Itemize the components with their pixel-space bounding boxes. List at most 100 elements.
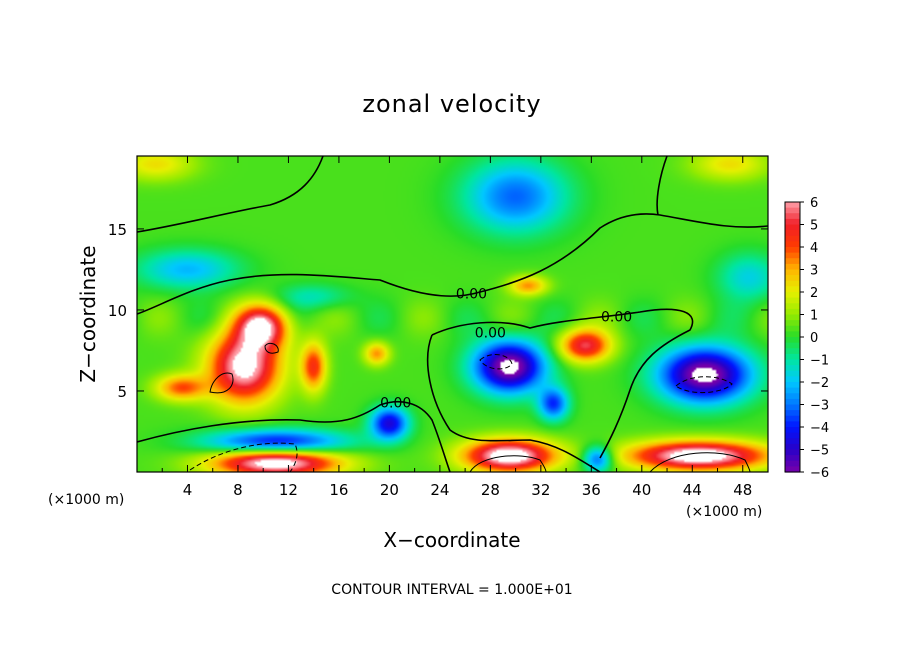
x-tick-label: 48 bbox=[733, 481, 752, 499]
colorbar: 6 5 4 3 2 1 0 −1 −2 −3 −4 −5 −6 bbox=[785, 196, 829, 481]
colorbar-band bbox=[785, 241, 800, 248]
colorbar-band bbox=[785, 432, 800, 439]
colorbar-frame bbox=[784, 201, 801, 473]
colorbar-band bbox=[785, 325, 800, 332]
colorbar-band bbox=[785, 382, 800, 389]
colorbar-band bbox=[785, 359, 800, 366]
x-tick-label: 40 bbox=[632, 481, 651, 499]
zero-contour-inner bbox=[426, 308, 694, 472]
x-tick-label: 44 bbox=[683, 481, 702, 499]
zero-contour-right-top bbox=[656, 156, 668, 216]
colorbar-tick-label: −3 bbox=[810, 399, 829, 414]
x-tick-label: 28 bbox=[481, 481, 500, 499]
colorbar-band bbox=[785, 202, 800, 209]
colorbar-band bbox=[785, 286, 800, 293]
colorbar-band bbox=[785, 466, 800, 473]
colorbar-band bbox=[785, 438, 800, 445]
colorbar-band bbox=[785, 342, 800, 349]
colorbar-band bbox=[785, 224, 800, 231]
colorbar-band bbox=[785, 207, 800, 214]
colorbar-band bbox=[785, 387, 800, 394]
colorbar-band bbox=[785, 370, 800, 377]
colorbar-tick-label: 4 bbox=[810, 241, 818, 256]
contour-labels: 0.00 0.00 0.00 0.00 bbox=[380, 287, 632, 412]
y-axis-label: Z−coordinate bbox=[76, 245, 100, 382]
zero-contour-upper bbox=[137, 156, 324, 233]
negative-contour-bottom-left bbox=[189, 442, 298, 472]
colorbar-band bbox=[785, 376, 800, 383]
colorbar-band bbox=[785, 235, 800, 242]
colorbar-band bbox=[785, 427, 800, 434]
plot-frame bbox=[136, 155, 769, 473]
colorbar-band bbox=[785, 314, 800, 321]
contour-label: 0.00 bbox=[475, 326, 506, 342]
colorbar-tick-label: 6 bbox=[810, 196, 818, 211]
heatmap-field: 0.00 0.00 0.00 0.00 bbox=[137, 156, 768, 472]
x-tick-label: 4 bbox=[183, 481, 193, 499]
contour-interval-note: CONTOUR INTERVAL = 1.000E+01 bbox=[331, 582, 572, 598]
colorbar-band bbox=[785, 252, 800, 259]
colorbar-band bbox=[785, 269, 800, 276]
colorbar-band bbox=[785, 218, 800, 226]
x-axis-label: X−coordinate bbox=[383, 528, 520, 552]
x-unit-label: (×1000 m) bbox=[686, 504, 762, 520]
colorbar-tick-label: 5 bbox=[810, 219, 818, 234]
colorbar-band bbox=[785, 415, 800, 422]
y-axis-ticks: 5 10 15 bbox=[108, 221, 768, 401]
chart-title: zonal velocity bbox=[362, 90, 541, 118]
colorbar-band bbox=[785, 460, 800, 467]
zero-contour-middle bbox=[137, 213, 768, 315]
y-tick-label: 10 bbox=[108, 302, 127, 320]
colorbar-band bbox=[785, 449, 800, 456]
colorbar-tick-label: −1 bbox=[810, 354, 829, 369]
colorbar-band bbox=[785, 247, 800, 254]
contour-label: 0.00 bbox=[456, 287, 487, 303]
colorbar-band bbox=[785, 348, 800, 355]
positive-contour-left bbox=[209, 342, 279, 394]
colorbar-band bbox=[785, 308, 800, 316]
negative-contour-right bbox=[675, 376, 733, 393]
colorbar-band bbox=[785, 365, 800, 372]
x-tick-label: 32 bbox=[531, 481, 550, 499]
z-unit-label: (×1000 m) bbox=[48, 492, 124, 508]
positive-contour-bottom bbox=[469, 452, 751, 472]
colorbar-tick-label: −6 bbox=[810, 466, 829, 481]
colorbar-tick-label: 2 bbox=[810, 286, 818, 301]
colorbar-band bbox=[785, 353, 800, 361]
colorbar-band bbox=[785, 230, 800, 237]
colorbar-band bbox=[785, 331, 800, 338]
colorbar-band bbox=[785, 320, 800, 327]
colorbar-band bbox=[785, 303, 800, 310]
colorbar-tick-label: −5 bbox=[810, 444, 829, 459]
colorbar-band bbox=[785, 421, 800, 428]
colorbar-band bbox=[785, 297, 800, 304]
negative-contour-center bbox=[479, 353, 513, 370]
x-tick-label: 12 bbox=[279, 481, 298, 499]
colorbar-band bbox=[785, 455, 800, 462]
colorbar-band bbox=[785, 393, 800, 400]
x-tick-label: 20 bbox=[380, 481, 399, 499]
contour-label: 0.00 bbox=[380, 395, 411, 411]
x-tick-label: 24 bbox=[430, 481, 449, 499]
colorbar-band bbox=[785, 337, 800, 344]
colorbar-band bbox=[785, 258, 800, 265]
colorbar-band bbox=[785, 280, 800, 287]
colorbar-band bbox=[785, 404, 800, 411]
y-tick-label: 15 bbox=[108, 221, 127, 239]
colorbar-band bbox=[785, 398, 800, 406]
heatmap-image bbox=[137, 156, 768, 472]
colorbar-tick-label: 1 bbox=[810, 309, 818, 324]
zero-contour-lower bbox=[137, 401, 451, 472]
x-tick-label: 36 bbox=[582, 481, 601, 499]
colorbar-tick-label: 0 bbox=[810, 331, 818, 346]
x-tick-label: 16 bbox=[329, 481, 348, 499]
colorbar-band bbox=[785, 213, 800, 220]
colorbar-band bbox=[785, 263, 800, 271]
colorbar-tick-label: −4 bbox=[810, 421, 829, 436]
colorbar-band bbox=[785, 292, 800, 299]
x-tick-label: 8 bbox=[233, 481, 243, 499]
colorbar-tick-label: −2 bbox=[810, 376, 829, 391]
colorbar-band bbox=[785, 275, 800, 282]
x-axis-ticks: 4 8 12 16 20 24 28 32 36 40 44 48 bbox=[161, 156, 752, 499]
